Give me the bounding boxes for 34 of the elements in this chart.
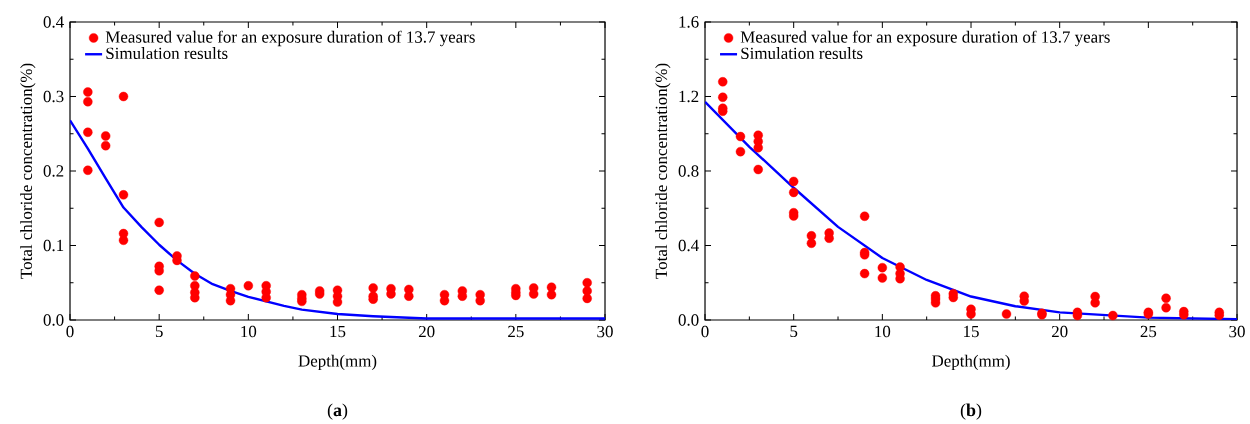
y-tick-label: 0.2 (43, 165, 64, 177)
y-tick-label: 0.3 (43, 90, 64, 103)
y-tick-label: 1.6 (679, 16, 699, 28)
x-tick-label: 20 (418, 325, 435, 338)
y-tick-label: 0.4 (678, 239, 699, 252)
legend-label: Simulation results (106, 47, 228, 60)
text: (b) (960, 403, 982, 420)
x-tick-label: 20 (1051, 325, 1068, 338)
x-tick-label: 5 (790, 325, 798, 338)
x-tick-label: 5 (155, 325, 163, 338)
x-tick-label: 15 (964, 325, 979, 338)
y-tick-label: 0.0 (43, 314, 64, 326)
x-tick-label: 0 (66, 325, 74, 338)
x-tick-label: 25 (1140, 325, 1157, 338)
x-tick-label: 0 (701, 325, 709, 338)
x-tick-label: 10 (241, 325, 257, 338)
x-axis-title: Depth(mm) (298, 354, 377, 371)
y-axis-title: Total chloride concentration(%) (655, 63, 671, 279)
y-tick-label: 0.1 (43, 239, 64, 252)
text: (a) (327, 403, 348, 420)
legend-label: Measured value for an exposure duration of 13.7 years (740, 30, 1110, 47)
x-tick-label: 30 (1229, 325, 1245, 338)
legend-label: Simulation results (741, 47, 863, 60)
y-tick-label: 0.4 (43, 16, 64, 28)
x-axis-title: Depth(mm) (931, 354, 1010, 371)
y-tick-label: 1.2 (679, 90, 699, 103)
x-tick-label: 25 (508, 325, 524, 338)
y-axis-title: Total chloride concentration(%) (20, 63, 36, 279)
x-tick-label: 15 (330, 325, 346, 338)
y-tick-label: 0.0 (678, 314, 699, 326)
y-tick-label: 0.8 (678, 165, 699, 177)
legend-label: Measured value for an exposure duration of 13.7 years (105, 30, 475, 47)
x-tick-label: 30 (597, 325, 613, 338)
x-tick-label: 10 (875, 325, 891, 338)
